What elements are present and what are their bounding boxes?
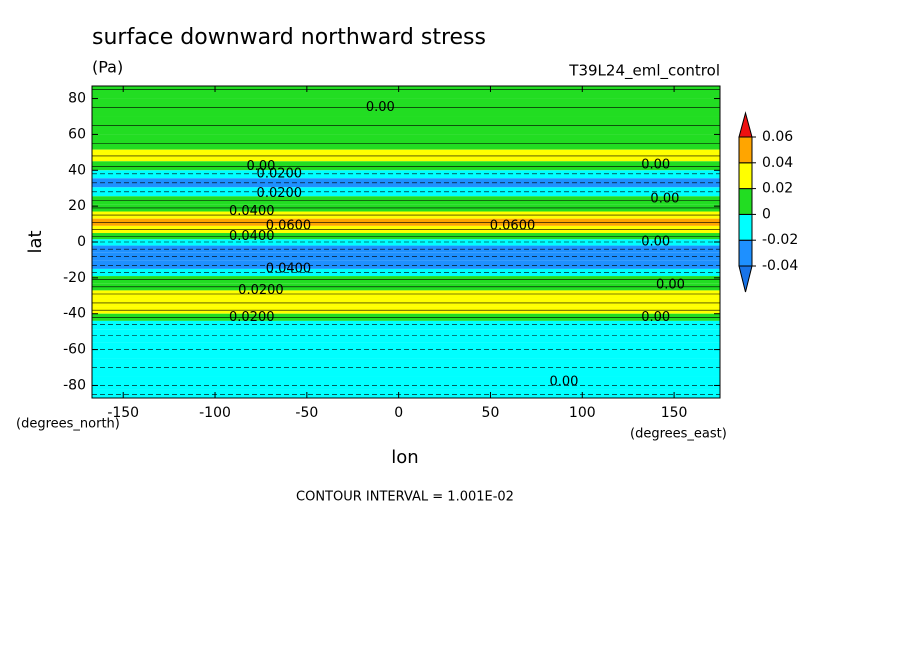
y-axis-label: lat — [25, 230, 46, 253]
contour-band — [92, 170, 720, 179]
y-unit: (degrees_north) — [16, 417, 120, 432]
contour-label: 0.00 — [549, 374, 578, 389]
contour-label: 0.00 — [650, 191, 679, 206]
contour-band — [92, 252, 720, 261]
colorbar-label: 0.06 — [762, 129, 793, 145]
contour-band — [92, 233, 720, 240]
colorbar-label: 0.02 — [762, 181, 793, 197]
y-tick-label: 80 — [68, 91, 86, 107]
contour-band — [92, 86, 720, 99]
y-tick-label: -20 — [63, 270, 86, 286]
x-tick-label: -150 — [107, 405, 139, 421]
colorbar-label: -0.04 — [762, 258, 798, 274]
contour-label: 0.0400 — [229, 229, 275, 244]
contour-label: 0.00 — [366, 100, 395, 115]
x-tick-label: 50 — [482, 405, 500, 421]
contour-band — [92, 149, 720, 162]
contour-band — [92, 239, 720, 246]
contour-label: 0.00 — [641, 157, 670, 172]
y-tick-label: -80 — [63, 377, 86, 393]
contour-band — [92, 290, 720, 299]
x-tick-label: -50 — [295, 405, 318, 421]
contour-label: 0.0600 — [266, 218, 312, 233]
contour-band — [92, 260, 720, 269]
colorbar-segment — [738, 239, 753, 267]
y-tick-label: 20 — [68, 198, 86, 214]
contour-band — [92, 320, 720, 330]
chart-subtitle: (Pa) — [92, 58, 123, 77]
y-tick-label: -60 — [63, 342, 86, 358]
contour-label: 0.0400 — [266, 261, 312, 276]
colorbar-label: -0.02 — [762, 232, 798, 248]
contour-label: 0.0200 — [229, 310, 275, 325]
contour-label: 0.00 — [641, 310, 670, 325]
dataset-label: T39L24_eml_control — [568, 62, 720, 81]
footer: CONTOUR INTERVAL = 1.001E-02 — [296, 490, 514, 505]
x-tick-label: 100 — [569, 405, 596, 421]
contour-band — [92, 196, 720, 205]
contour-band — [92, 298, 720, 307]
colorbar-segment — [738, 188, 753, 215]
x-tick-label: 150 — [661, 405, 688, 421]
x-unit: (degrees_east) — [630, 427, 727, 442]
contour-label: 0.00 — [246, 159, 275, 174]
y-tick-label: 60 — [68, 126, 86, 142]
contour-band — [92, 376, 720, 390]
y-tick-label: 40 — [68, 162, 86, 178]
colorbar-segment — [738, 162, 753, 190]
contour-label: 0.00 — [656, 278, 685, 293]
contour-label: 0.0200 — [257, 166, 303, 181]
x-tick-label: 0 — [394, 405, 403, 421]
contour-label: 0.0200 — [238, 283, 284, 298]
contour-band — [92, 134, 720, 150]
colorbar-label: 0.04 — [762, 155, 793, 171]
contour-band — [92, 329, 720, 343]
x-axis-label: lon — [391, 447, 418, 468]
contour-label: 0.0200 — [257, 186, 303, 201]
y-tick-label: -40 — [63, 306, 86, 322]
contour-band — [92, 161, 720, 171]
colorbar-segment — [738, 213, 753, 241]
chart-title: surface downward northward stress — [92, 25, 486, 50]
colorbar-arrow — [738, 111, 753, 138]
y-tick-label: 0 — [77, 234, 86, 250]
contour-label: 0.0600 — [490, 218, 536, 233]
x-tick-label: -100 — [199, 405, 231, 421]
colorbar-segment — [738, 136, 753, 164]
contour-band — [92, 342, 720, 359]
contour-label: 0.0400 — [229, 204, 275, 219]
colorbar-label: 0 — [762, 206, 771, 222]
contour-label: 0.00 — [641, 235, 670, 250]
contour-band — [92, 389, 720, 398]
